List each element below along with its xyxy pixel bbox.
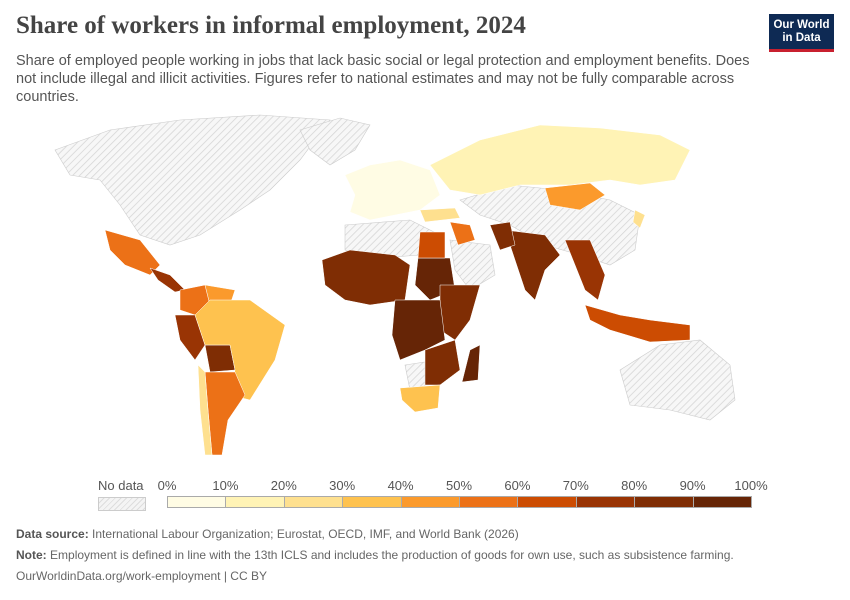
legend-tick-label: 60%	[504, 478, 531, 493]
region-india[interactable]	[504, 229, 561, 301]
note-label: Note:	[16, 548, 47, 562]
legend-bin[interactable]	[459, 496, 519, 508]
legend-tick-label: 50%	[445, 478, 473, 493]
legend-tick-label: 0%	[157, 478, 177, 493]
chart-subtitle: Share of employed people working in jobs…	[16, 53, 750, 105]
world-map	[54, 114, 736, 456]
region-bolivia[interactable]	[204, 344, 236, 373]
region-south-africa[interactable]	[399, 384, 441, 413]
source-url[interactable]: OurWorldinData.org/work-employment | CC …	[16, 569, 267, 583]
region-chile[interactable]	[197, 364, 213, 456]
owid-logo[interactable]: Our World in Data	[769, 14, 834, 52]
legend-tick-label: 20%	[270, 478, 297, 493]
region-egypt[interactable]	[417, 231, 446, 259]
australia-nodata[interactable]	[619, 339, 736, 421]
logo-line1: Our World	[773, 19, 830, 31]
legend-no-data-label: No data	[98, 478, 144, 493]
legend-bin[interactable]	[517, 496, 577, 508]
legend-tick-label: 10%	[212, 478, 239, 493]
region-peru[interactable]	[174, 314, 206, 361]
greenland-nodata[interactable]	[299, 117, 371, 166]
region-russia[interactable]	[429, 124, 691, 196]
legend-no-data-swatch	[98, 497, 146, 511]
namibia-nodata[interactable]	[404, 361, 426, 391]
legend-tick-label: 80%	[621, 478, 648, 493]
region-europe[interactable]	[344, 159, 441, 221]
note: Note: Employment is defined in line with…	[16, 548, 734, 562]
arabia-nodata[interactable]	[449, 239, 496, 291]
region-southern-africa[interactable]	[424, 339, 461, 386]
region-pakistan[interactable]	[489, 221, 516, 251]
legend-tick-label: 90%	[679, 478, 706, 493]
region-iran[interactable]	[449, 221, 476, 246]
legend-bin[interactable]	[575, 496, 636, 508]
legend-bin[interactable]	[225, 496, 285, 508]
region-turkey[interactable]	[419, 207, 461, 223]
source-text: International Labour Organization; Euros…	[92, 527, 519, 541]
region-southeast-asia[interactable]	[564, 239, 606, 301]
legend-tick-label: 100%	[734, 478, 768, 493]
region-mexico[interactable]	[104, 229, 161, 276]
legend-bin[interactable]	[283, 496, 344, 508]
source-label: Data source:	[16, 527, 89, 541]
region-west-africa[interactable]	[321, 249, 411, 306]
legend-bin[interactable]	[400, 496, 460, 508]
legend-tick-label: 30%	[329, 478, 356, 493]
chart-title: Share of workers in informal employment,…	[16, 12, 526, 39]
legend-bin[interactable]	[634, 496, 694, 508]
data-source: Data source: International Labour Organi…	[16, 527, 519, 541]
note-text: Employment is defined in line with the 1…	[50, 548, 734, 562]
region-indonesia[interactable]	[584, 304, 691, 343]
logo-line2: in Data	[782, 32, 821, 44]
region-central-america[interactable]	[149, 267, 186, 293]
legend-tick-label: 70%	[562, 478, 589, 493]
legend-bin[interactable]	[167, 496, 227, 508]
legend: No data 0% 10% 20% 30% 40% 50% 60% 70% 80% 90% 100…	[0, 472, 850, 512]
north-america-nodata[interactable]	[54, 114, 331, 246]
region-east-africa[interactable]	[439, 284, 481, 341]
legend-tick-label: 40%	[387, 478, 414, 493]
region-japan[interactable]	[632, 209, 646, 229]
legend-bin[interactable]	[342, 496, 402, 508]
region-madagascar[interactable]	[461, 344, 481, 383]
region-mongolia[interactable]	[544, 182, 606, 211]
legend-bin[interactable]	[692, 496, 752, 508]
